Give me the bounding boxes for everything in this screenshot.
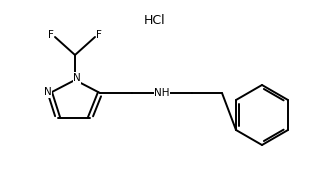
Text: NH: NH [154,88,170,98]
Text: F: F [48,30,54,40]
Text: N: N [44,87,52,97]
Text: F: F [96,30,102,40]
Text: N: N [73,73,81,83]
Text: HCl: HCl [144,13,166,26]
